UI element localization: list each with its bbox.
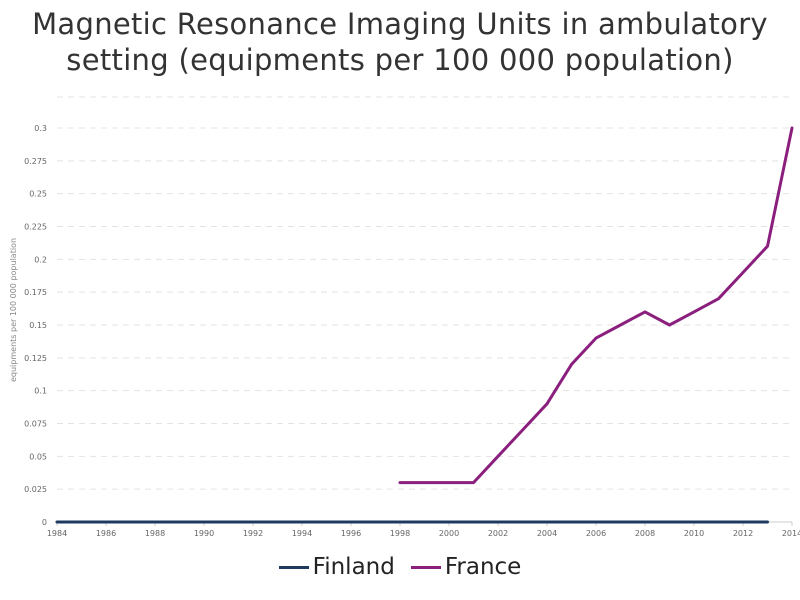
y-tick-label: 0.225 [24,223,47,232]
y-axis-label: equipments per 100 000 population [9,238,18,382]
legend-label-finland: Finland [312,554,395,580]
x-tick-label: 2010 [684,529,704,538]
legend-swatch-france [410,565,441,569]
series-line-france [398,126,794,485]
x-tick-label: 1986 [96,529,116,538]
x-tick-label: 2008 [635,529,655,538]
y-tick-label: 0.25 [29,190,47,199]
x-tick-label: 1992 [243,529,263,538]
x-tick-label: 2012 [733,529,753,538]
y-tick-label: 0.075 [24,420,47,429]
x-tick-label: 2002 [488,529,508,538]
x-tick-label: 2006 [586,529,606,538]
legend-label-france: France [444,554,522,580]
x-tick-label: 2000 [439,529,459,538]
legend-item-finland[interactable]: Finland [278,554,395,580]
x-tick-label: 1996 [341,529,361,538]
y-tick-label: 0.025 [24,485,47,494]
legend-swatch-finland [278,565,309,569]
legend-item-france[interactable]: France [410,554,522,580]
y-tick-label: 0 [42,518,47,527]
chart-title-line2: setting (equipments per 100 000 populati… [66,43,734,77]
x-tick-label: 1988 [145,529,165,538]
y-tick-label: 0.05 [29,452,47,461]
y-tick-label: 0.1 [34,387,47,396]
y-tick-label: 0.125 [24,354,47,363]
legend: Finland France [0,550,800,584]
x-tick-label: 1998 [390,529,410,538]
x-tick-label: 1994 [292,529,312,538]
x-tick-label: 1984 [47,529,67,538]
x-tick-label: 2004 [537,529,557,538]
y-tick-label: 0.275 [24,157,47,166]
chart-title-line1: Magnetic Resonance Imaging Units in ambu… [32,7,768,41]
x-tick-label: 1990 [194,529,214,538]
y-tick-label: 0.15 [29,321,47,330]
y-tick-label: 0.175 [24,288,47,297]
y-tick-label: 0.2 [34,255,47,264]
line-chart: 0 0.025 0.05 0.075 0.1 0.125 0.15 0.175 0.2 0.225… [9,96,800,538]
y-tick-label: 0.3 [34,124,47,133]
chart-title: Magnetic Resonance Imaging Units in ambu… [0,6,800,78]
x-tick-label: 2014 [782,529,800,538]
